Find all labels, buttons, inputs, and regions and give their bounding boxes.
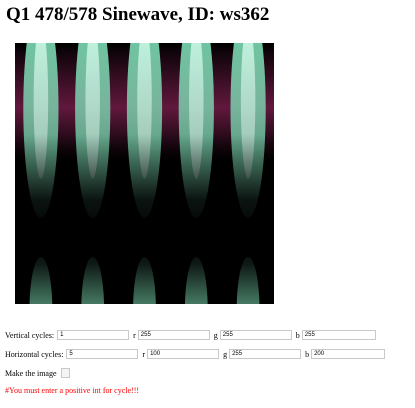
make-image-button[interactable] <box>60 368 70 378</box>
vertical-b-label: b <box>295 330 300 340</box>
vertical-cycles-input[interactable]: 1 <box>57 330 130 340</box>
page-title: Q1 478/578 Sinewave, ID: ws362 <box>6 4 270 25</box>
horizontal-cycles-label: Horizontal cycles: <box>5 349 64 359</box>
horizontal-r-label: r <box>142 349 146 359</box>
vertical-r-label: r <box>133 330 136 340</box>
sinewave-canvas <box>15 43 274 304</box>
vertical-r-input[interactable]: 255 <box>137 330 210 340</box>
horizontal-r-input[interactable]: 100 <box>147 349 220 359</box>
horizontal-cycles-input[interactable]: 5 <box>66 349 139 359</box>
horizontal-row: Horizontal cycles: 5 r 100 g 255 b 200 <box>5 349 386 359</box>
sinewave-image <box>15 43 274 304</box>
vertical-g-input[interactable]: 255 <box>219 330 292 340</box>
make-image-label: Make the image <box>5 368 57 378</box>
horizontal-b-input[interactable]: 200 <box>311 349 386 359</box>
horizontal-g-input[interactable]: 255 <box>229 349 302 359</box>
horizontal-g-label: g <box>223 349 228 359</box>
vertical-g-label: g <box>213 330 218 340</box>
vertical-cycles-label: Vertical cycles: <box>5 330 55 340</box>
horizontal-b-label: b <box>305 349 310 359</box>
error-message: #You must enter a positive int for cycle… <box>5 386 140 395</box>
vertical-row: Vertical cycles: 1 r 255 g 255 b 255 <box>5 330 376 340</box>
make-row: Make the image <box>5 368 70 378</box>
vertical-b-input[interactable]: 255 <box>301 330 376 340</box>
